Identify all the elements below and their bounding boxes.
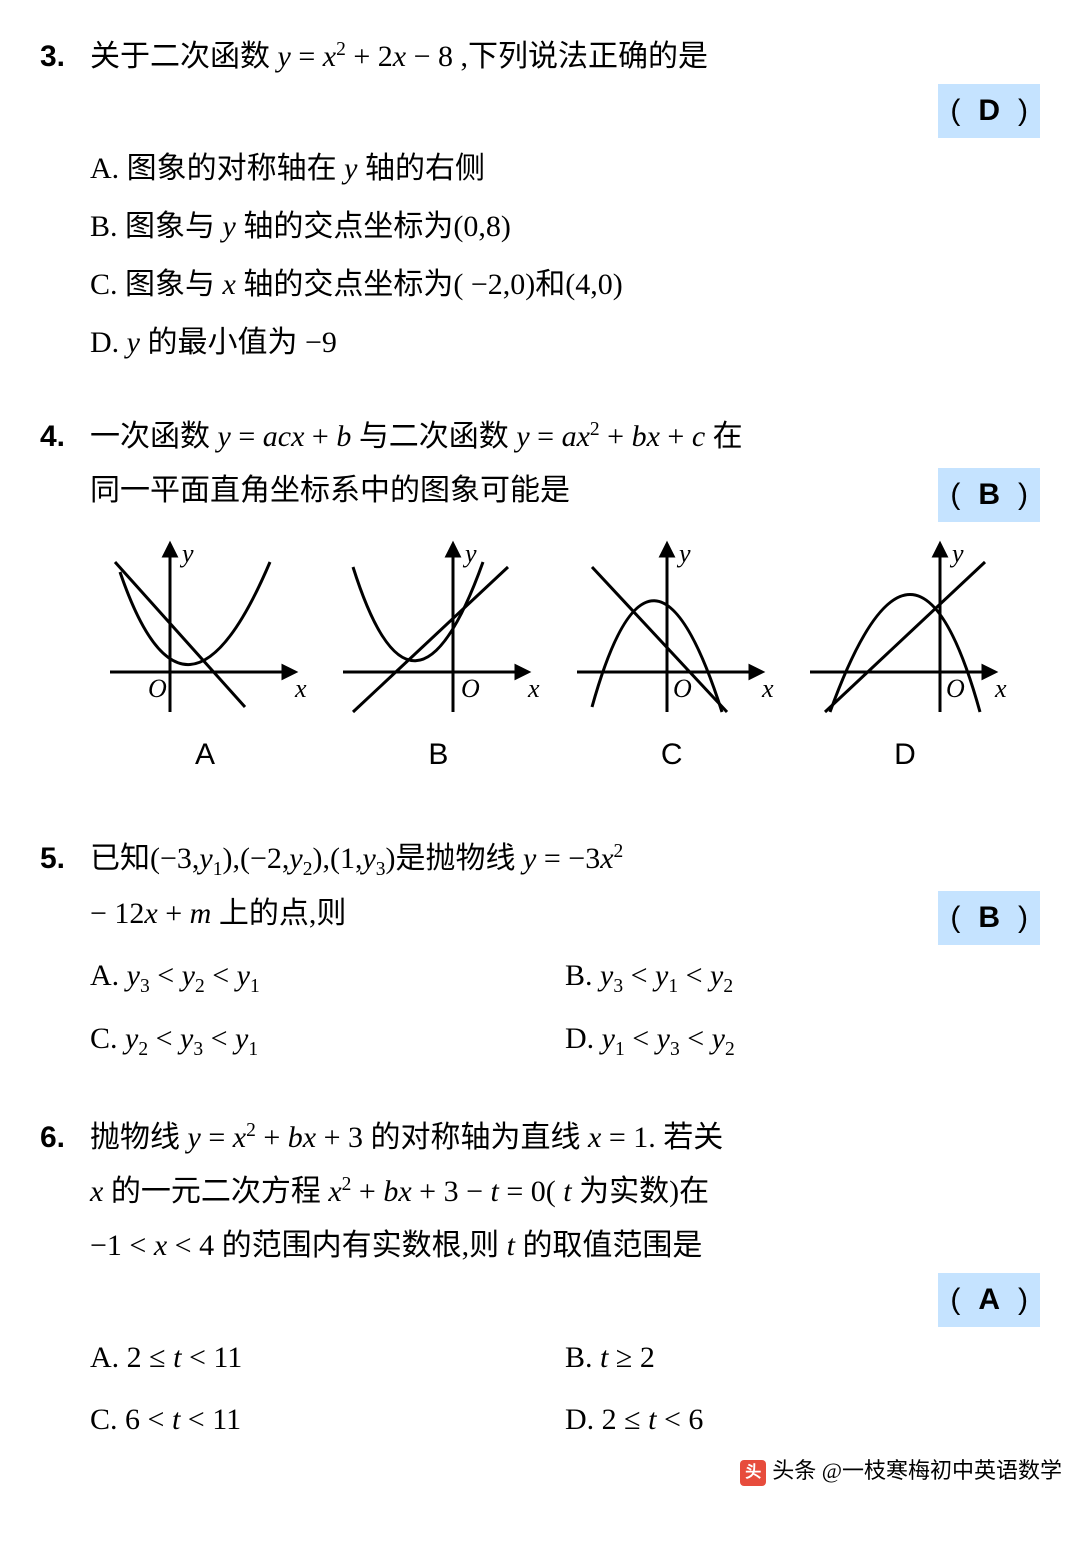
- svg-text:O: O: [461, 674, 480, 703]
- footer-text: 头条 @一枝寒梅初中英语数学: [772, 1458, 1062, 1483]
- answer-badge: (B): [938, 891, 1040, 945]
- toutiao-logo-icon: 头: [740, 1460, 766, 1486]
- chart-d: y x O D: [800, 532, 1010, 782]
- option-b: B. 图象与 y 轴的交点坐标为(0,8): [90, 200, 1040, 254]
- options-block: A. y3 < y2 < y1 B. y3 < y1 < y2 C. y2 < …: [40, 945, 1040, 1071]
- svg-text:x: x: [994, 674, 1007, 703]
- answer-badge: (A): [938, 1273, 1040, 1327]
- svg-text:y: y: [462, 539, 477, 568]
- chart-row: y x O A y x O B: [40, 522, 1040, 792]
- option-d: D. y 的最小值为 −9: [90, 316, 1040, 370]
- option-d: D. 2 ≤ t < 6: [565, 1393, 1040, 1447]
- option-c: C. 6 < t < 11: [90, 1393, 565, 1447]
- option-c: C. 图象与 x 轴的交点坐标为( −2,0)和(4,0): [90, 258, 1040, 312]
- option-a: A. y3 < y2 < y1: [90, 949, 565, 1004]
- chart-a: y x O A: [100, 532, 310, 782]
- chart-label: B: [333, 728, 543, 782]
- option-a: A. 2 ≤ t < 11: [90, 1331, 565, 1385]
- option-c: C. y2 < y3 < y1: [90, 1012, 565, 1067]
- svg-text:x: x: [527, 674, 540, 703]
- svg-text:O: O: [946, 674, 965, 703]
- svg-text:O: O: [673, 674, 692, 703]
- svg-text:y: y: [676, 539, 691, 568]
- question-stem: 关于二次函数 y = x2 + 2x − 8 ,下列说法正确的是: [90, 30, 1040, 84]
- svg-text:x: x: [761, 674, 774, 703]
- option-d: D. y1 < y3 < y2: [565, 1012, 1040, 1067]
- option-a: A. 图象的对称轴在 y 轴的右侧: [90, 142, 1040, 196]
- svg-text:x: x: [294, 674, 307, 703]
- question-6: 6. 抛物线 y = x2 + bx + 3 的对称轴为直线 x = 1. 若关…: [40, 1111, 1040, 1451]
- question-stem-line3: −1 < x < 4 的范围内有实数根,则 t 的取值范围是: [90, 1219, 1040, 1273]
- footer-watermark: 头头条 @一枝寒梅初中英语数学: [740, 1451, 1062, 1491]
- question-stem-line1: 已知(−3,y1),(−2,y2),(1,y3)是抛物线 y = −3x2: [90, 832, 1040, 887]
- question-stem-line1: 抛物线 y = x2 + bx + 3 的对称轴为直线 x = 1. 若关: [90, 1111, 1040, 1165]
- chart-b: y x O B: [333, 532, 543, 782]
- question-4: 4. 一次函数 y = acx + b 与二次函数 y = ax2 + bx +…: [40, 410, 1040, 792]
- option-b: B. t ≥ 2: [565, 1331, 1040, 1385]
- question-stem-line2: x 的一元二次方程 x2 + bx + 3 − t = 0( t 为实数)在: [90, 1165, 1040, 1219]
- question-3: 3. 关于二次函数 y = x2 + 2x − 8 ,下列说法正确的是 (D) …: [40, 30, 1040, 370]
- question-number: 5.: [40, 832, 90, 886]
- chart-c: y x O C: [567, 532, 777, 782]
- answer-badge: (B): [938, 468, 1040, 522]
- chart-label: C: [567, 728, 777, 782]
- question-stem-line1: 一次函数 y = acx + b 与二次函数 y = ax2 + bx + c …: [90, 410, 1040, 464]
- options-block: A. 2 ≤ t < 11 B. t ≥ 2 C. 6 < t < 11 D. …: [40, 1327, 1040, 1451]
- question-number: 4.: [40, 410, 90, 464]
- question-number: 3.: [40, 30, 90, 84]
- svg-text:y: y: [949, 539, 964, 568]
- chart-label: A: [100, 728, 310, 782]
- answer-badge: (D): [938, 84, 1040, 138]
- question-5: 5. 已知(−3,y1),(−2,y2),(1,y3)是抛物线 y = −3x2…: [40, 832, 1040, 1071]
- options-block: A. 图象的对称轴在 y 轴的右侧 B. 图象与 y 轴的交点坐标为(0,8) …: [40, 142, 1040, 370]
- chart-label: D: [800, 728, 1010, 782]
- question-stem-line2: − 12x + m 上的点,则 (B): [90, 887, 1040, 941]
- svg-text:O: O: [148, 674, 167, 703]
- question-number: 6.: [40, 1111, 90, 1165]
- question-stem-line2: 同一平面直角坐标系中的图象可能是 (B): [90, 464, 1040, 518]
- option-b: B. y3 < y1 < y2: [565, 949, 1040, 1004]
- svg-text:y: y: [179, 539, 194, 568]
